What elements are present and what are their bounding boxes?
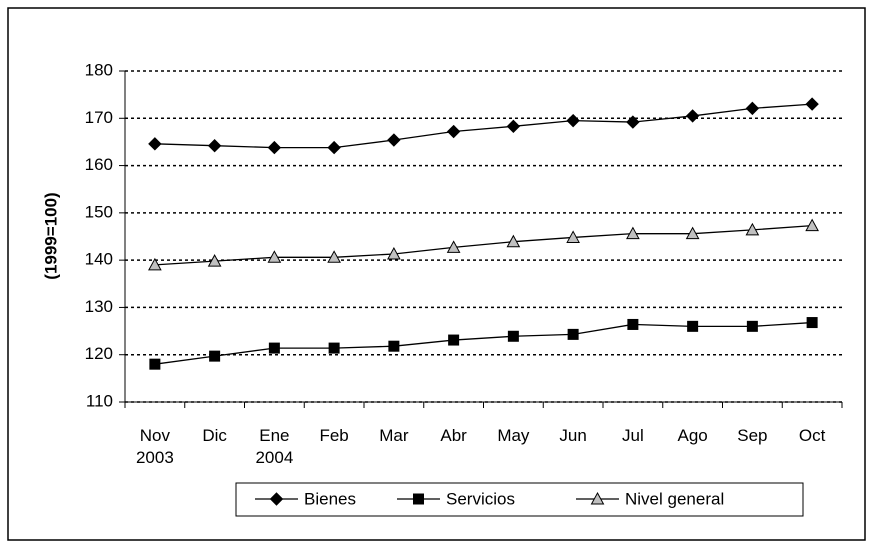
series-line <box>154 321 813 365</box>
chart-frame <box>7 7 866 541</box>
marker <box>327 140 341 155</box>
marker <box>387 246 401 260</box>
x-tick-label: Jul <box>622 426 644 445</box>
marker <box>745 101 760 116</box>
marker <box>745 222 760 236</box>
x-tick-label: May <box>497 426 530 445</box>
marker <box>149 358 161 370</box>
x-tick-label: Nov 2003 <box>135 426 174 467</box>
marker <box>209 350 221 362</box>
x-tick-label: Ene 2004 <box>255 426 294 467</box>
marker <box>627 318 639 330</box>
x-tick-label: Abr <box>440 426 467 445</box>
x-tick-label: Dic <box>202 426 227 445</box>
marker <box>506 119 521 134</box>
marker <box>805 218 819 232</box>
marker <box>267 250 282 263</box>
legend-box <box>235 482 804 517</box>
x-tick-label: Ago <box>677 426 708 445</box>
marker <box>413 493 424 505</box>
marker <box>806 317 818 329</box>
marker <box>268 342 280 354</box>
marker <box>267 140 282 155</box>
y-tick-label: 120 <box>85 344 113 363</box>
y-tick-label: 180 <box>85 60 113 79</box>
marker <box>148 257 162 271</box>
marker <box>507 330 519 342</box>
marker <box>626 115 640 129</box>
marker <box>387 133 401 147</box>
y-tick-label: 110 <box>86 391 113 410</box>
marker <box>626 226 640 240</box>
marker <box>566 230 580 243</box>
y-tick-label: 130 <box>85 297 113 316</box>
marker <box>687 320 699 332</box>
marker <box>805 97 819 111</box>
marker <box>506 234 521 248</box>
marker <box>446 124 461 139</box>
x-tick-label: Mar <box>379 426 409 445</box>
marker <box>566 113 580 128</box>
marker <box>327 250 341 263</box>
marker <box>269 492 284 506</box>
y-tick-label: 140 <box>85 250 113 269</box>
series-line <box>154 224 813 266</box>
y-tick-label: 160 <box>85 155 113 174</box>
legend-label: Nivel general <box>625 489 724 508</box>
marker <box>448 334 460 346</box>
marker <box>685 226 700 240</box>
series-line <box>154 103 813 149</box>
marker <box>207 139 222 153</box>
x-tick-label: Jun <box>559 426 587 445</box>
marker <box>328 342 340 354</box>
marker <box>148 137 162 151</box>
marker <box>207 254 222 267</box>
y-tick-label: 170 <box>85 108 113 127</box>
marker <box>685 109 700 123</box>
marker <box>746 320 758 332</box>
x-tick-label: Feb <box>319 426 349 445</box>
legend-label: Bienes <box>304 489 356 508</box>
marker <box>388 340 400 352</box>
y-axis-label: (1999=100) <box>41 192 60 279</box>
legend-label: Servicios <box>446 489 515 508</box>
marker <box>567 328 579 340</box>
x-tick-label: Sep <box>737 426 768 445</box>
x-tick-label: Oct <box>798 426 826 445</box>
marker <box>590 491 605 505</box>
marker <box>446 240 461 253</box>
y-tick-label: 150 <box>85 202 113 221</box>
